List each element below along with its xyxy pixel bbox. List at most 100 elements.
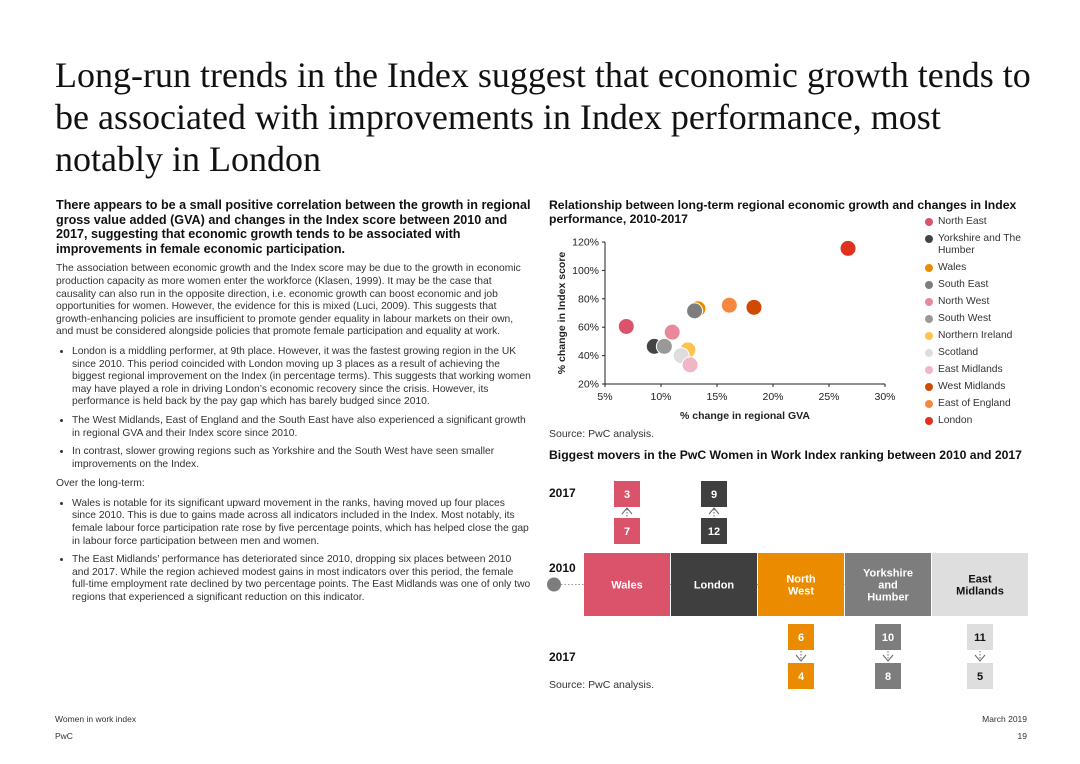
legend-label: West Midlands bbox=[938, 381, 1006, 392]
point-london bbox=[839, 239, 857, 257]
scatter-source: Source: PwC analysis. bbox=[549, 428, 655, 440]
rank-2010-yorkshire-and-humber bbox=[875, 624, 901, 650]
region-label-yorkshire-and-humber: and bbox=[878, 580, 898, 592]
legend-label: Wales bbox=[938, 262, 967, 273]
legend-dot bbox=[925, 218, 933, 226]
legend-label: South East bbox=[938, 279, 989, 290]
region-label-yorkshire-and-humber: Humber bbox=[867, 592, 909, 604]
point-north-east bbox=[617, 317, 635, 335]
legend-item: West Midlands bbox=[925, 381, 1035, 393]
region-label-north-west: North bbox=[786, 574, 816, 586]
legend-dot bbox=[925, 264, 933, 272]
y-tick-label: 80% bbox=[578, 293, 599, 305]
region-label-london: London bbox=[694, 580, 735, 592]
rank-2010-london bbox=[701, 518, 727, 544]
legend-item: South East bbox=[925, 279, 1035, 291]
legend-dot bbox=[925, 298, 933, 306]
bullet-list-1: London is a middling performer, at 9th p… bbox=[56, 346, 531, 471]
label-2017-bottom: 2017 bbox=[549, 650, 576, 664]
y-axis-label: % change in Index score bbox=[556, 252, 568, 375]
legend-item: North East bbox=[925, 216, 1035, 228]
region-label-yorkshire-and-humber: Yorkshire bbox=[863, 568, 913, 580]
y-tick-label: 40% bbox=[578, 350, 599, 362]
x-tick-label: 15% bbox=[706, 391, 727, 403]
label-2010: 2010 bbox=[549, 561, 576, 575]
x-tick-label: 25% bbox=[818, 391, 839, 403]
legend-label: Yorkshire and The Humber bbox=[938, 233, 1022, 256]
movers-source: Source: PwC analysis. bbox=[549, 679, 655, 691]
rank-2017-north-west bbox=[788, 663, 814, 689]
region-label-wales: Wales bbox=[611, 580, 642, 592]
body-paragraph-1: The association between economic growth … bbox=[56, 263, 521, 338]
legend-dot bbox=[925, 366, 933, 374]
rank-2017-london bbox=[701, 481, 727, 507]
legend-item: Yorkshire and The Humber bbox=[925, 233, 1035, 257]
rank-2010-label-yorkshire-and-humber: 10 bbox=[882, 632, 894, 644]
footer-date: March 2019 bbox=[982, 714, 1027, 724]
region-box-north-west bbox=[758, 553, 844, 616]
region-box-wales bbox=[584, 553, 670, 616]
y-tick-label: 60% bbox=[578, 322, 599, 334]
rank-2017-east-midlands bbox=[967, 663, 993, 689]
legend-dot bbox=[925, 400, 933, 408]
legend-dot bbox=[925, 235, 933, 243]
rank-2010-label-north-west: 6 bbox=[798, 632, 804, 644]
movers-chart-title: Biggest movers in the PwC Women in Work … bbox=[549, 448, 1022, 462]
rank-2017-label-east-midlands: 5 bbox=[977, 671, 983, 683]
legend-item: East of England bbox=[925, 398, 1035, 410]
footer-report-name: Women in work index bbox=[55, 714, 137, 724]
legend-dot bbox=[925, 383, 933, 391]
footer-page-number: 19 bbox=[1017, 731, 1027, 741]
rank-2010-label-london: 12 bbox=[708, 526, 720, 538]
scatter-chart-title: Relationship between long-term regional … bbox=[549, 198, 1017, 226]
x-tick-label: 20% bbox=[762, 391, 783, 403]
legend-item: South West bbox=[925, 313, 1035, 325]
legend-item: North West bbox=[925, 296, 1035, 308]
legend-label: East Midlands bbox=[938, 364, 1003, 375]
legend-label: Northern Ireland bbox=[938, 330, 1013, 341]
up-arrow-icon bbox=[621, 507, 633, 515]
timeline-start-marker bbox=[547, 577, 561, 592]
bullet-list-2: Wales is notable for its significant upw… bbox=[56, 498, 531, 605]
legend-item: Wales bbox=[925, 262, 1035, 274]
legend-label: North East bbox=[938, 216, 987, 227]
legend-dot bbox=[925, 332, 933, 340]
body-paragraph-2: Over the long-term: bbox=[56, 478, 145, 490]
y-tick-label: 100% bbox=[572, 265, 599, 277]
legend-dot bbox=[925, 417, 933, 425]
rank-2017-label-wales: 3 bbox=[624, 489, 630, 501]
scatter-legend: North East Yorkshire and The Humber Wales S… bbox=[925, 216, 1035, 432]
scatter-chart: 20% 40% 60% 80% 100% 120% 5% 10% 15% 20% 25% 30% % c… bbox=[556, 237, 896, 423]
legend-dot bbox=[925, 315, 933, 323]
rank-2010-label-east-midlands: 11 bbox=[974, 632, 986, 644]
legend-item: Scotland bbox=[925, 347, 1035, 359]
rank-2017-wales bbox=[614, 481, 640, 507]
point-south-west bbox=[655, 337, 673, 355]
x-tick-label: 30% bbox=[874, 391, 895, 403]
region-label-north-west: West bbox=[788, 586, 814, 598]
y-tick-label: 120% bbox=[572, 237, 599, 249]
y-tick-label: 20% bbox=[578, 379, 599, 391]
x-tick-label: 10% bbox=[650, 391, 671, 403]
point-north-west bbox=[663, 323, 681, 341]
x-axis-label: % change in regional GVA bbox=[680, 410, 810, 422]
x-tick-label: 5% bbox=[597, 391, 612, 403]
region-box-london bbox=[671, 553, 757, 616]
down-arrow-icon bbox=[882, 654, 894, 662]
footer-org: PwC bbox=[55, 731, 73, 741]
rank-2010-north-west bbox=[788, 624, 814, 650]
legend-label: South West bbox=[938, 313, 992, 324]
rank-2017-label-london: 9 bbox=[711, 489, 717, 501]
rank-2017-yorkshire-and-humber bbox=[875, 663, 901, 689]
legend-label: North West bbox=[938, 296, 990, 307]
up-arrow-icon bbox=[708, 507, 720, 515]
rank-2017-label-yorkshire-and-humber: 8 bbox=[885, 671, 891, 683]
point-east-of-england bbox=[720, 296, 738, 314]
bullet-wales: Wales is notable for its significant upw… bbox=[72, 498, 531, 548]
bullet-london: London is a middling performer, at 9th p… bbox=[72, 346, 531, 409]
lead-paragraph: There appears to be a small positive cor… bbox=[56, 198, 531, 256]
rank-2010-east-midlands bbox=[967, 624, 993, 650]
bullet-east-midlands: The East Midlands’ performance has deter… bbox=[72, 554, 531, 604]
rank-2017-label-north-west: 4 bbox=[798, 671, 805, 683]
region-box-east-midlands bbox=[932, 553, 1028, 616]
